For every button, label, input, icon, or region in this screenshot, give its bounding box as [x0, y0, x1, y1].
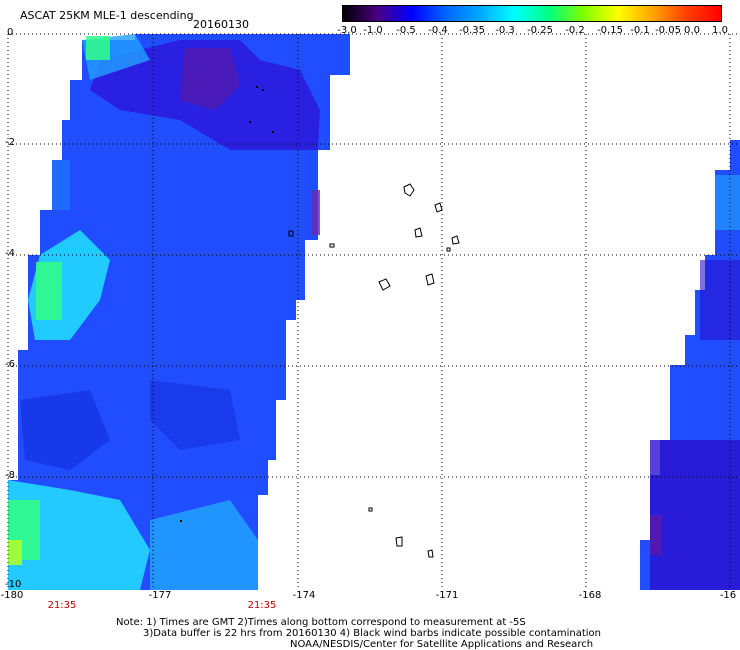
product-title: ASCAT 25KM MLE-1 descending: [20, 9, 194, 22]
contamination-marker: [262, 89, 264, 91]
longitude-label: -16: [719, 590, 737, 601]
island-outline: [378, 278, 391, 291]
island-outline: [395, 536, 403, 547]
island-outline: [425, 273, 435, 286]
colorbar-label: -0.5: [396, 25, 416, 36]
latitude-label: 0: [7, 27, 14, 38]
note-line-2: 3)Data buffer is 22 hrs from 20160130 4)…: [143, 628, 601, 639]
island-outline: [414, 227, 423, 238]
colorbar-label: -0.35: [459, 25, 485, 36]
colorbar-label: -1.0: [363, 25, 383, 36]
contamination-marker: [256, 86, 258, 88]
contamination-markers: [180, 86, 274, 522]
colorbar-label: -0.05: [655, 25, 681, 36]
latitude-label: -6: [5, 359, 15, 370]
note-line-1: Note: 1) Times are GMT 2)Times along bot…: [116, 617, 526, 628]
note-line-3: NOAA/NESDIS/Center for Satellite Applica…: [290, 639, 594, 650]
contamination-marker: [249, 121, 251, 123]
contamination-marker: [180, 520, 182, 522]
time-label: 21:35: [47, 600, 77, 611]
longitude-label: -168: [578, 590, 602, 601]
colorbar-label: -0.2: [565, 25, 585, 36]
colorbar: [342, 5, 722, 22]
longitude-label: -174: [292, 590, 316, 601]
island-outline: [434, 202, 443, 213]
island-outline: [427, 549, 434, 558]
island-outline: [403, 183, 415, 197]
colorbar-label: -0.1: [630, 25, 650, 36]
product-date: 20160130: [193, 18, 249, 31]
longitude-label: -180: [0, 590, 24, 601]
longitude-label: -177: [148, 590, 172, 601]
time-label: 21:35: [247, 600, 277, 611]
island-outline: [451, 235, 460, 245]
island-outline: [368, 507, 373, 512]
latitude-label: -2: [5, 137, 15, 148]
island-outline: [329, 243, 335, 248]
colorbar-label: 0.0: [684, 25, 700, 36]
colorbar-label: 1.0: [712, 25, 728, 36]
colorbar-label: -3.0: [337, 25, 357, 36]
colorbar-label: -0.3: [495, 25, 515, 36]
swath-right: [640, 140, 740, 590]
contamination-marker: [272, 131, 274, 133]
island-outline: [446, 247, 451, 252]
latitude-label: -8: [5, 470, 15, 481]
latitude-label: -10: [5, 579, 22, 590]
latitude-label: -4: [5, 248, 15, 259]
longitude-label: -171: [435, 590, 459, 601]
colorbar-label: -0.25: [527, 25, 553, 36]
island-outline: [288, 230, 294, 237]
island-outlines: [288, 183, 460, 558]
gridlines: [7, 33, 740, 588]
colorbar-label: -0.15: [597, 25, 623, 36]
swath-left: [8, 34, 350, 590]
colorbar-label: -0.4: [428, 25, 448, 36]
